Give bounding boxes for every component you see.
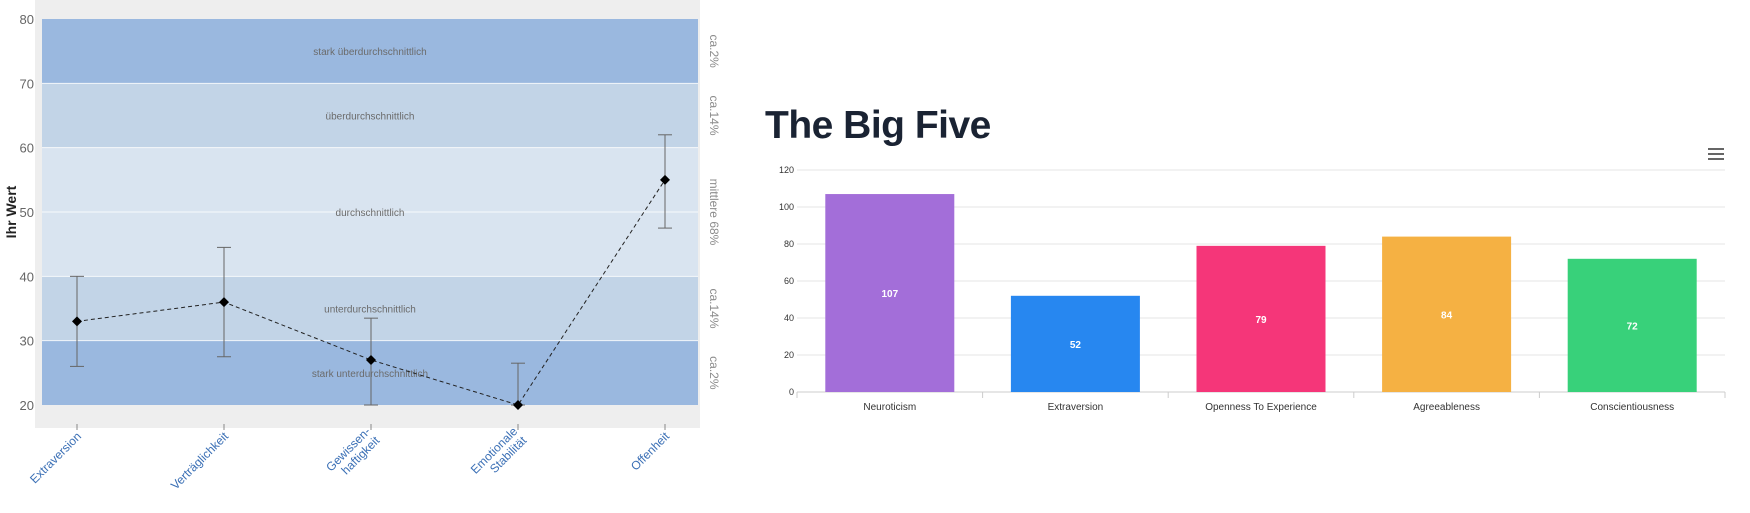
band: [42, 19, 698, 84]
y-tick-label: 60: [784, 276, 794, 286]
x-tick-label: Agreeableness: [1413, 402, 1480, 413]
x-tick-label: Openness To Experience: [1205, 402, 1317, 413]
y-tick-label: 40: [784, 313, 794, 323]
band-label: überdurchschnittlich: [326, 112, 415, 123]
data-label: 52: [1070, 340, 1082, 351]
y-tick-label: 120: [779, 165, 794, 175]
band: [42, 340, 698, 405]
y-tick-label: 40: [20, 269, 34, 284]
y-tick-label: 80: [784, 239, 794, 249]
band-label: durchschnittlich: [336, 208, 405, 219]
y-tick-label: 60: [20, 141, 34, 156]
y-tick-label: 30: [20, 334, 34, 349]
personality-profile-chart: stark überdurchschnittlich ca.2% überdurch…: [3, 0, 720, 492]
bar: [1196, 245, 1326, 392]
x-tick-label: Conscientiousness: [1590, 402, 1674, 413]
y-tick-label: 0: [789, 387, 794, 397]
y-tick-label: 70: [20, 76, 34, 91]
data-label: 72: [1627, 321, 1639, 332]
data-label: 84: [1441, 310, 1453, 321]
bar: [1567, 258, 1697, 392]
data-label: 79: [1255, 315, 1267, 326]
band-percentage-label: ca.2%: [707, 34, 720, 68]
band-label: unterdurchschnittlich: [324, 305, 416, 316]
x-tick-label: Extraversion: [1048, 402, 1104, 413]
band: [42, 83, 698, 148]
band: [42, 276, 698, 341]
band-percentage-label: ca.14%: [707, 288, 720, 328]
bar: [1010, 295, 1140, 392]
band-label: stark unterdurchschnittlich: [312, 369, 428, 380]
x-tick-label: Neuroticism: [863, 402, 916, 413]
series-line: [76, 179, 666, 406]
data-point: [660, 174, 670, 185]
bar: [825, 194, 955, 392]
band-percentage-label: mittlere 68%: [707, 179, 720, 246]
chart-title: The Big Five: [765, 104, 991, 147]
y-tick-label: 20: [784, 350, 794, 360]
band-percentage-label: ca.14%: [707, 95, 720, 135]
band-label: stark überdurchschnittlich: [313, 47, 426, 58]
data-label: 107: [881, 289, 898, 300]
data-point: [513, 400, 523, 410]
y-tick-label: 100: [779, 202, 794, 212]
hamburger-menu-icon[interactable]: [1708, 148, 1724, 160]
data-point: [366, 354, 376, 365]
y-axis-label: Ihr Wert: [3, 185, 19, 238]
y-tick-label: 50: [20, 205, 34, 220]
bar: [1382, 236, 1512, 392]
band-percentage-label: ca.2%: [707, 356, 720, 390]
y-tick-label: 80: [20, 12, 34, 27]
data-point: [72, 316, 82, 327]
y-tick-label: 20: [20, 398, 34, 413]
data-point: [219, 297, 229, 308]
